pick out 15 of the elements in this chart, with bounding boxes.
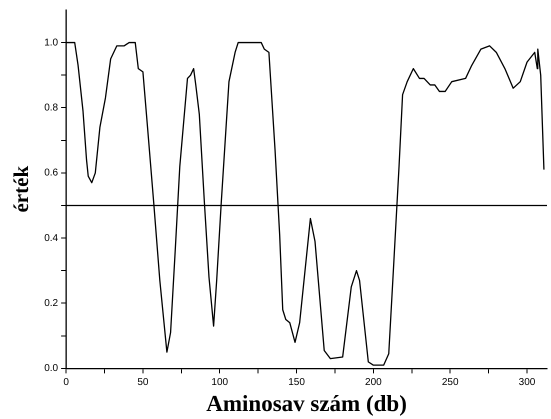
x-tick-label: 300 bbox=[518, 377, 536, 388]
x-tick-label: 100 bbox=[211, 377, 229, 388]
x-tick-label: 200 bbox=[365, 377, 382, 388]
x-tick-label: 150 bbox=[288, 377, 306, 388]
x-tick-label: 50 bbox=[137, 377, 149, 388]
x-tick-label: 0 bbox=[63, 377, 70, 388]
y-tick-label: 0.2 bbox=[44, 298, 59, 309]
y-tick-label: 0.4 bbox=[44, 232, 59, 244]
y-axis-title: érték bbox=[9, 166, 34, 213]
y-tick-label: 0.8 bbox=[44, 102, 59, 114]
y-tick-label: 0.0 bbox=[44, 363, 59, 374]
y-tick-label: 0.6 bbox=[44, 168, 59, 179]
y-tick-label: 1.0 bbox=[44, 37, 59, 48]
x-tick-label: 250 bbox=[442, 377, 459, 388]
x-axis-title: Aminosav szám (db) bbox=[206, 391, 407, 416]
